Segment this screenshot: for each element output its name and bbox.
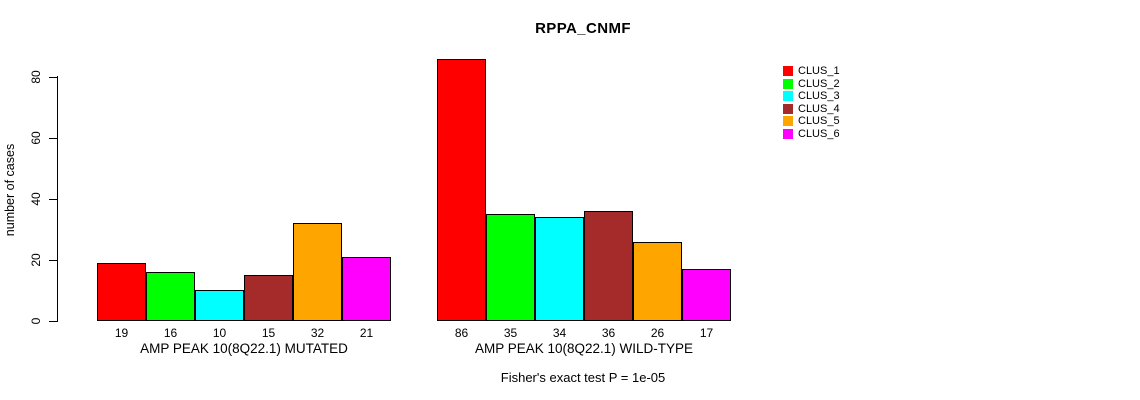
bar-clus_1 — [97, 263, 146, 321]
bar-clus_5 — [633, 242, 682, 321]
y-tick — [49, 321, 57, 322]
legend-item: CLUS_5 — [783, 115, 840, 127]
group-label: AMP PEAK 10(8Q22.1) MUTATED — [140, 341, 348, 356]
y-tick-label: 0 — [29, 317, 43, 325]
legend-item: CLUS_1 — [783, 65, 840, 77]
legend-item-label: CLUS_5 — [798, 115, 840, 127]
bar-clus_3 — [195, 290, 244, 321]
legend-item-label: CLUS_2 — [798, 77, 840, 90]
legend-swatch-icon — [783, 103, 793, 114]
y-tick-label: 80 — [29, 70, 43, 84]
bar-value-label: 32 — [310, 326, 325, 340]
bar-value-label: 26 — [650, 326, 665, 340]
bar-clus_4 — [244, 275, 293, 321]
legend-item: CLUS_4 — [783, 103, 840, 115]
legend-item: CLUS_3 — [783, 90, 840, 102]
bar-clus_3 — [535, 217, 584, 321]
bar-value-label: 16 — [163, 326, 178, 340]
legend-item: CLUS_6 — [783, 128, 840, 140]
bar-clus_2 — [146, 272, 195, 321]
y-tick — [49, 138, 57, 139]
y-tick-label: 20 — [29, 253, 43, 267]
y-tick — [49, 199, 57, 200]
bar-value-label: 35 — [503, 326, 518, 340]
bar-value-label: 19 — [114, 326, 129, 340]
y-tick-label: 60 — [29, 131, 43, 145]
bar-clus_6 — [682, 269, 731, 321]
bar-value-label: 17 — [699, 326, 714, 340]
legend-swatch-icon — [783, 128, 793, 139]
bar-value-label: 15 — [261, 326, 276, 340]
y-tick-label: 40 — [29, 192, 43, 206]
legend-swatch-icon — [783, 116, 793, 126]
bar-value-label: 86 — [454, 326, 469, 340]
legend-swatch-icon — [783, 66, 793, 76]
legend-swatch-icon — [783, 91, 793, 101]
legend-item-label: CLUS_1 — [798, 65, 840, 77]
y-tick — [49, 260, 57, 261]
bar-clus_4 — [584, 211, 633, 321]
y-tick — [49, 77, 57, 78]
bar-value-label: 36 — [601, 326, 616, 340]
y-axis-line — [57, 76, 58, 322]
legend-swatch-icon — [783, 78, 793, 89]
bar-clus_5 — [293, 223, 342, 321]
bar-clus_2 — [486, 214, 535, 321]
legend-item: CLUS_2 — [783, 78, 840, 90]
group-label: AMP PEAK 10(8Q22.1) WILD-TYPE — [474, 341, 694, 356]
chart-title: RPPA_CNMF — [535, 20, 631, 37]
legend-item-label: CLUS_4 — [798, 102, 840, 115]
annotation-text: Fisher's exact test P = 1e-05 — [500, 370, 666, 385]
legend-item-label: CLUS_6 — [798, 127, 840, 140]
bar-clus_6 — [342, 257, 391, 321]
y-axis-label: number of cases — [3, 143, 17, 237]
bar-value-label: 10 — [212, 326, 227, 340]
bar-value-label: 21 — [359, 326, 374, 340]
legend-item-label: CLUS_3 — [798, 90, 840, 102]
bar-value-label: 34 — [552, 326, 567, 340]
bar-clus_1 — [437, 59, 486, 321]
